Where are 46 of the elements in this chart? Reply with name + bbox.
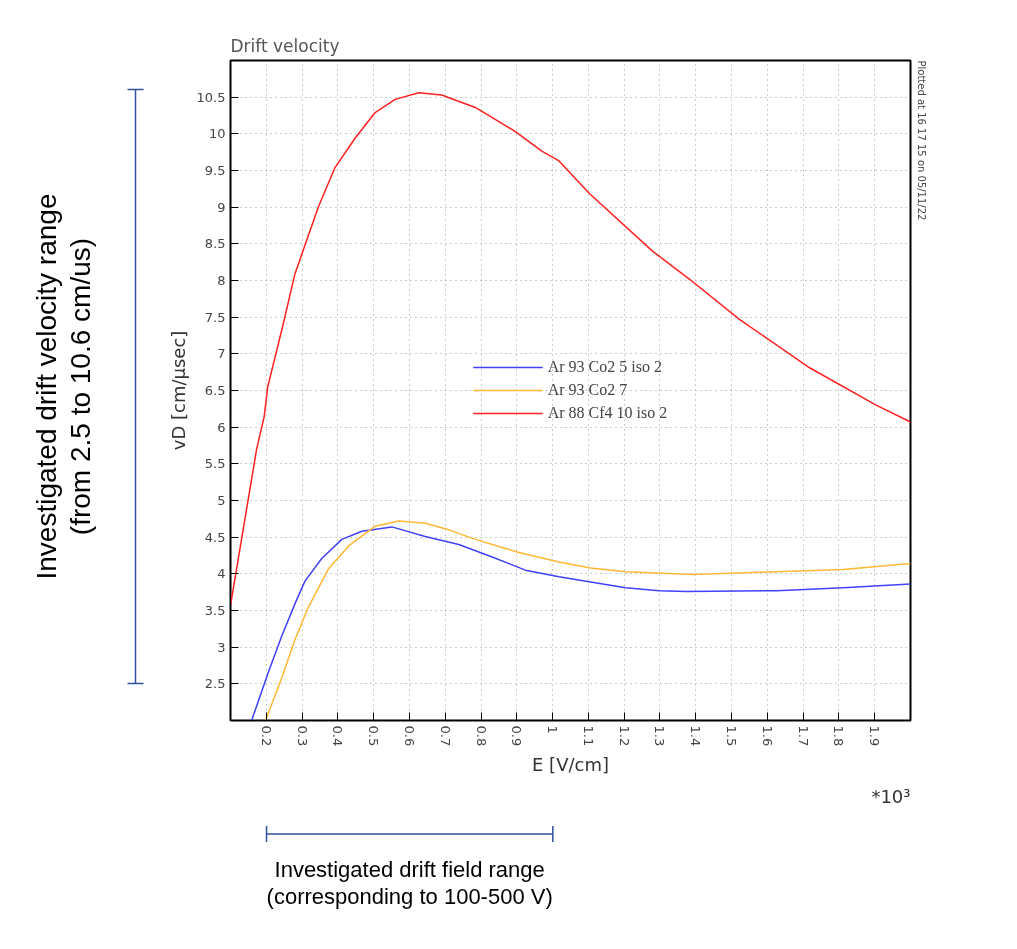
- x-tick-label: 1.6: [759, 725, 775, 747]
- y-tick-label: 2.5: [204, 676, 226, 692]
- x-tick-label: 1.8: [831, 725, 847, 747]
- text: Investigated drift field range (corresponding to 100-500 V): [266, 856, 553, 909]
- y-tick-label: 7: [217, 346, 226, 362]
- y-tick-label: 3: [217, 639, 226, 655]
- x-tick-label: 1: [545, 725, 561, 734]
- y-tick-label: 7.5: [204, 309, 226, 325]
- legend-label: Ar 88 Cf4 10 iso 2: [547, 404, 668, 422]
- x-tick-label: 1.3: [652, 725, 668, 747]
- x-tick-label: 1.4: [688, 725, 704, 747]
- x-tick-label: 0.8: [473, 725, 489, 747]
- text: Investigated drift velocity range (from 2.5 to 10.6 cm/us): [30, 193, 97, 580]
- y-tick-label: 4: [217, 566, 226, 582]
- x-tick-label: 0.2: [258, 725, 274, 747]
- y-tick-label: 10: [208, 126, 226, 142]
- y-tick-label: 5.5: [204, 456, 226, 472]
- x-tick-label: 0.7: [437, 725, 453, 747]
- x-tick-label: 1.5: [724, 725, 740, 747]
- y-tick-label: 6.5: [204, 383, 226, 398]
- legend-label: Ar 93 Co2 7: [547, 381, 628, 399]
- legend-label: Ar 93 Co2 5 iso 2: [547, 358, 662, 376]
- x-tick-label: 0.3: [294, 725, 310, 747]
- y-tick-label: 9: [217, 199, 226, 215]
- y-tick-label: 8.5: [204, 236, 226, 252]
- y-tick-label: 5: [217, 493, 226, 508]
- chart-title: Drift velocity: [230, 35, 340, 56]
- y-tick-label: 8: [217, 273, 226, 288]
- x-tick-label: 1.9: [867, 725, 883, 747]
- y-axis-title: vD [cm/μsec]: [167, 330, 189, 451]
- y-tick-label: 10.5: [196, 89, 226, 105]
- y-tick-label: 4.5: [204, 529, 226, 545]
- line-series: [230, 92, 911, 607]
- x-tick-label: 0.9: [509, 725, 525, 747]
- x-tick-label: 0.5: [366, 725, 382, 747]
- y-tick-label: 6: [217, 419, 226, 435]
- x-tick-label: 0.6: [401, 725, 417, 747]
- x-axis-title: E [V/cm]: [532, 754, 609, 776]
- text: Plotted at 16 17 15 on 05/11/22: [915, 60, 927, 221]
- x-tick-label: 1.1: [580, 725, 596, 747]
- x-tick-label: 0.4: [330, 725, 346, 747]
- y-tick-label: 9.5: [204, 163, 226, 178]
- y-tick-label: 3.5: [204, 603, 226, 618]
- text: *10³: [871, 785, 911, 807]
- x-tick-label: 1.2: [616, 725, 632, 747]
- x-tick-label: 1.7: [795, 725, 811, 747]
